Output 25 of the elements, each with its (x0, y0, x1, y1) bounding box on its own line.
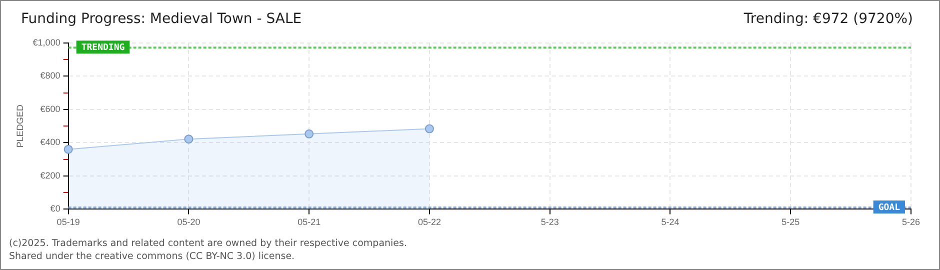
y-tick-label: €600 (40, 104, 60, 114)
x-tick-label: 5-26 (902, 217, 920, 228)
x-tick-label: 05-22 (418, 217, 441, 228)
point (64, 144, 73, 154)
chart-title: Funding Progress: Medieval Town - SALE (21, 11, 302, 27)
x-tick-label: 05-19 (56, 217, 80, 228)
x-tick-label: 05-21 (298, 217, 321, 228)
chart-subtitle: Trending: €972 (9720%) (744, 11, 913, 27)
y-tick-label: €200 (40, 170, 60, 180)
x-tick-label: 5-25 (782, 217, 800, 228)
y-tick-label: €400 (40, 137, 60, 148)
y-tick-label: €0 (50, 204, 60, 214)
x-tick-label: 5-24 (661, 217, 680, 228)
ref-line-label: GOAL (878, 202, 901, 213)
x-tick-label: 05-20 (177, 217, 200, 228)
y-tick-label: €800 (40, 70, 60, 81)
y-tick-label: €1,000 (32, 37, 60, 48)
ref-line-label: TRENDING (81, 42, 125, 53)
y-axis-title: PLEDGED (14, 104, 25, 148)
point (184, 134, 194, 144)
point (424, 124, 434, 134)
text: Shared under the creative commons (CC BY-NC 3.0) license. (9, 250, 296, 263)
point (304, 129, 314, 138)
x-tick-label: 5-23 (540, 217, 559, 228)
text: (c)2025. Trademarks and related content are owned by their respective companies. (9, 237, 407, 250)
